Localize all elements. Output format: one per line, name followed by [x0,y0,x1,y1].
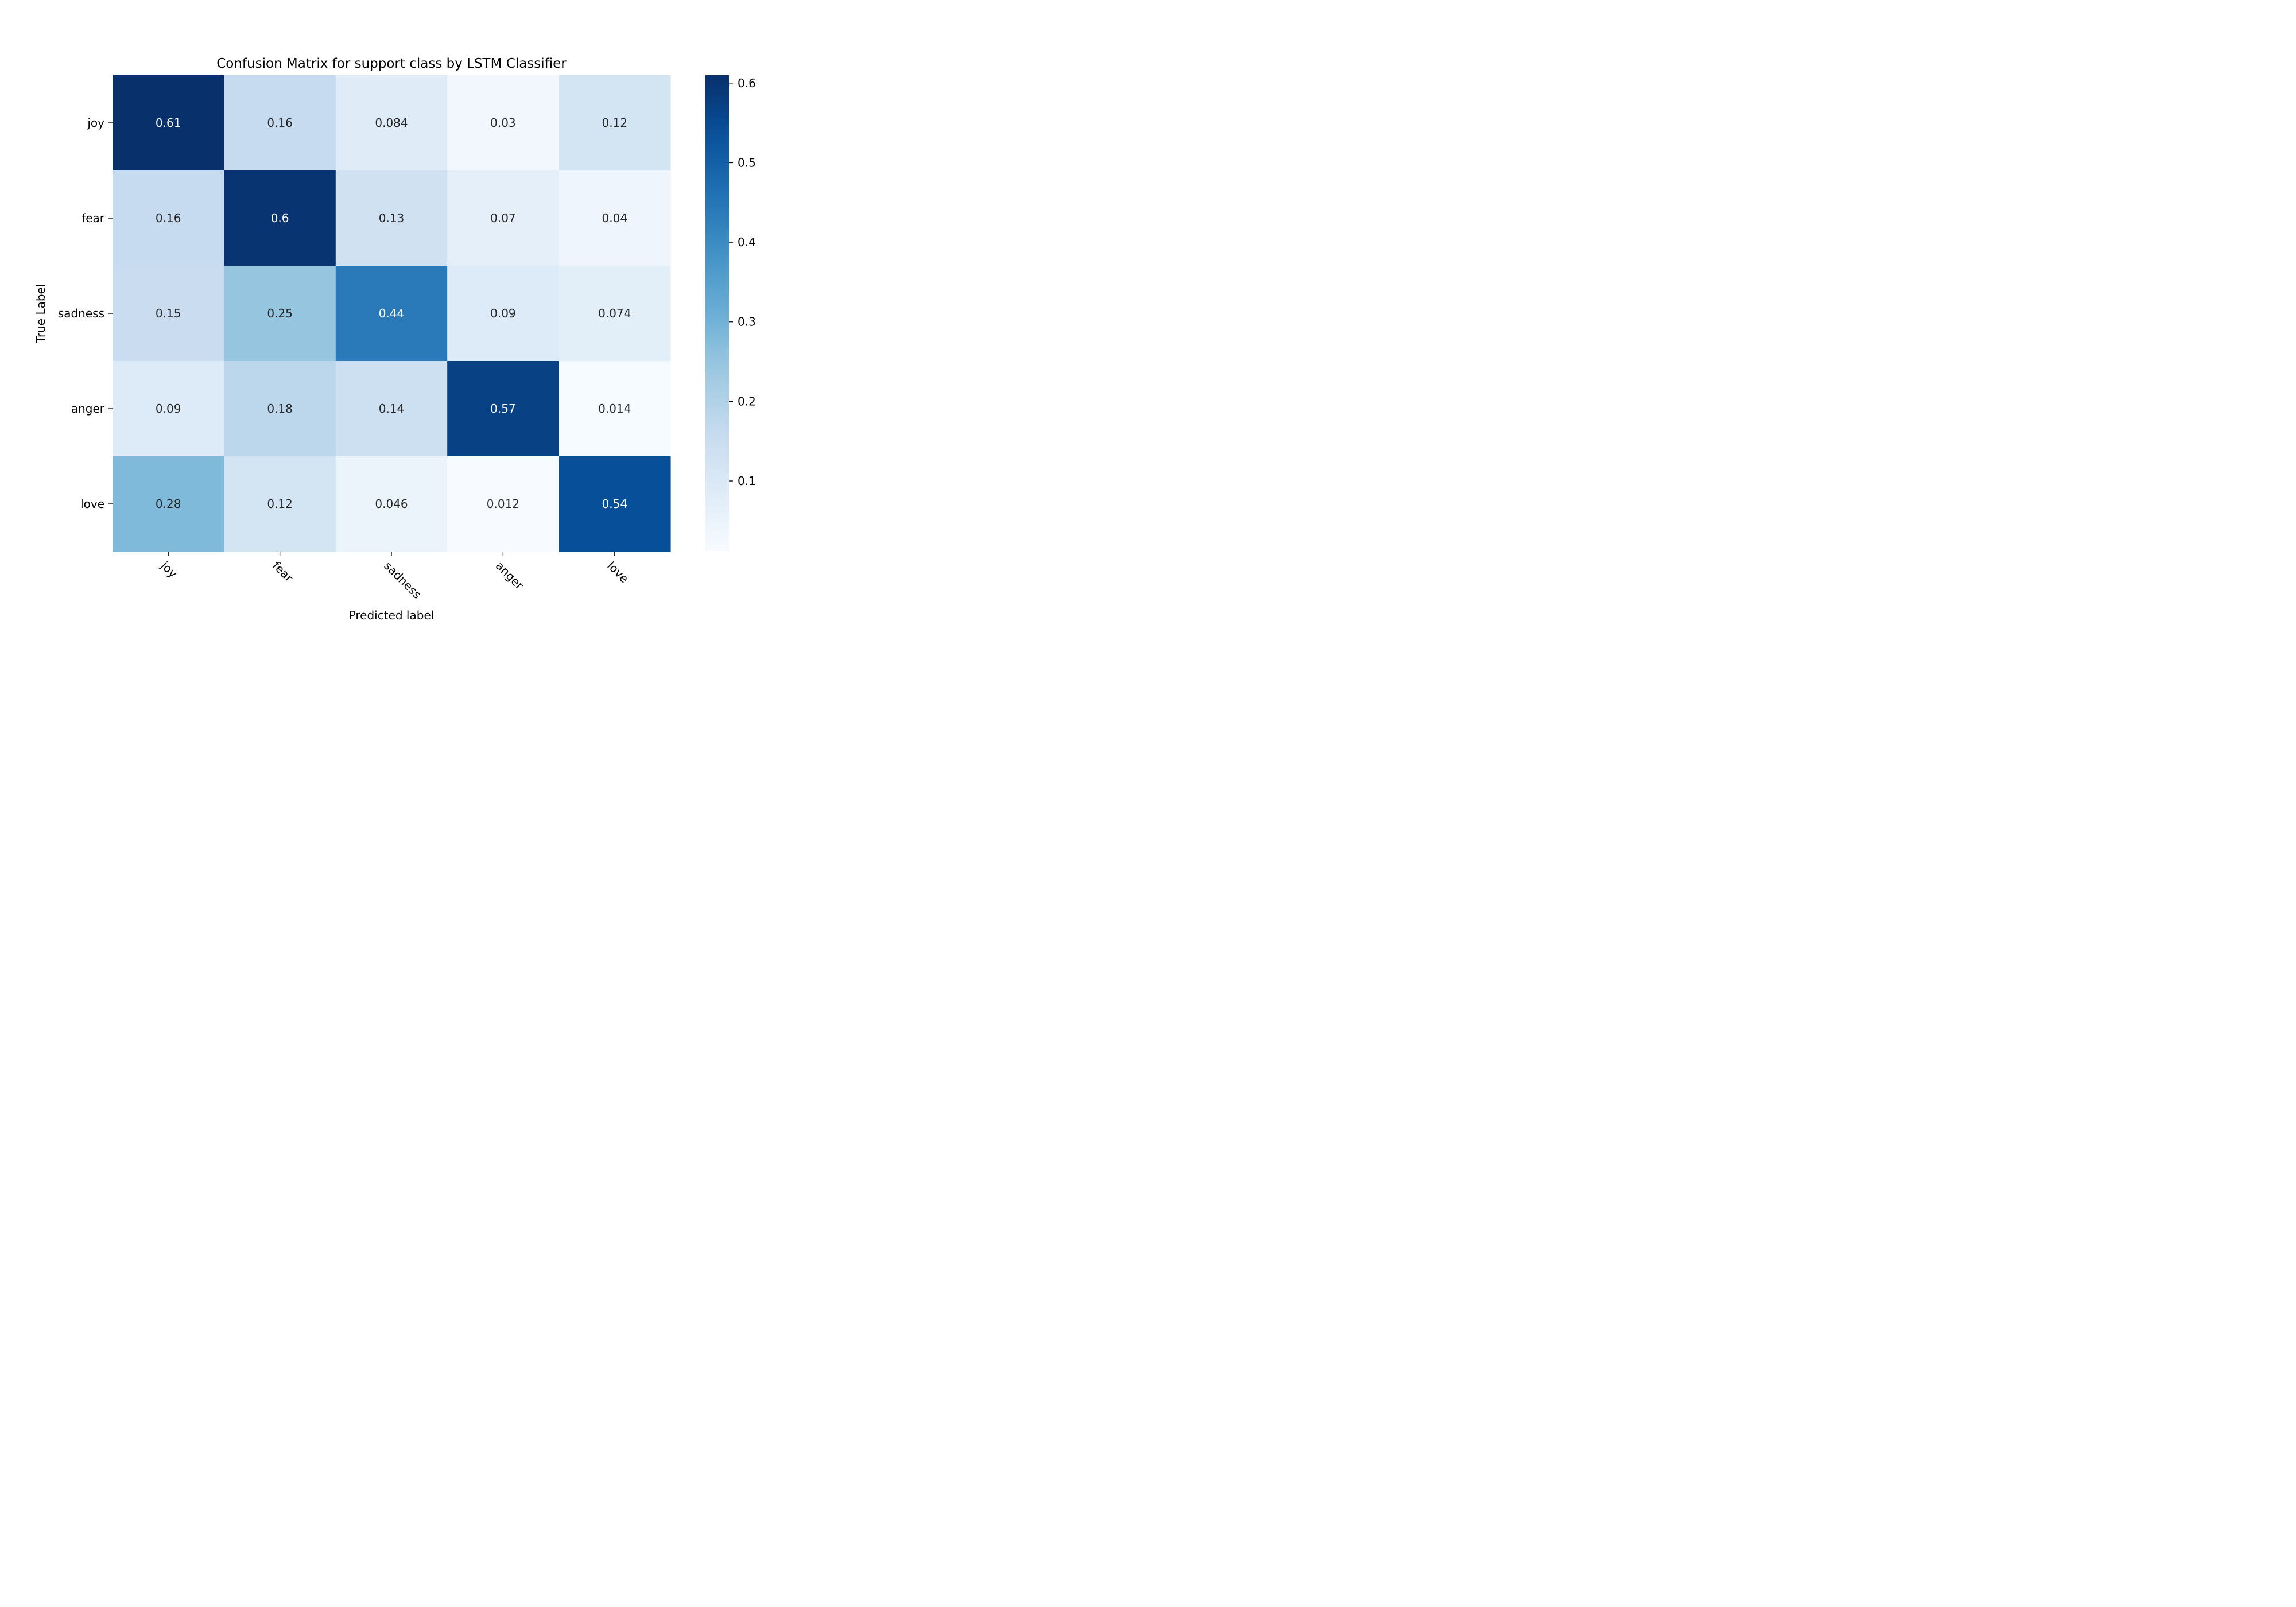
heatmap-cell-love-joy [113,456,224,552]
heatmap-cell-labels: 0.61 0.16 0.084 0.03 0.12 0.16 0.6 0.13 0.07 0.04… [156,116,631,511]
heatmap-cell-sadness-fear [224,266,336,362]
cell-value-label: 0.6 [271,211,289,225]
cell-value-label: 0.07 [490,211,516,225]
cell-value-label: 0.12 [602,116,628,130]
heatmap-cell-joy-fear [224,75,336,171]
heatmap-cell-joy-love [559,75,671,171]
heatmap-cell-fear-sadness [335,170,448,266]
x-tick-label-fear: fear [270,559,296,585]
x-axis-label: Predicted label [349,608,435,622]
x-axis-ticks: joy fear sadness anger love [158,552,631,601]
cell-value-label: 0.54 [602,497,628,511]
cell-value-label: 0.14 [379,402,405,416]
heatmap-cell-joy-anger [447,75,560,171]
heatmap-cell-sadness-love [559,266,671,362]
cell-value-label: 0.074 [598,306,631,320]
cell-value-label: 0.012 [487,497,519,511]
cell-value-label: 0.09 [156,402,181,416]
heatmap-cell-love-fear [224,456,336,552]
y-tick-label-love: love [80,497,104,511]
heatmap-cell-anger-love [559,361,671,457]
cell-value-label: 0.44 [379,306,405,320]
y-tick-label-sadness: sadness [58,306,104,320]
colorbar-tick-label: 0.4 [738,235,756,249]
heatmap-cell-anger-anger [447,361,560,457]
colorbar-tick-label: 0.3 [738,315,756,329]
cell-value-label: 0.16 [267,116,293,130]
cell-value-label: 0.084 [375,116,408,130]
colorbar: 0.1 0.2 0.3 0.4 0.5 0.6 [705,75,756,551]
x-tick-label-sadness: sadness [381,559,424,601]
heatmap-cell-anger-fear [224,361,336,457]
cell-value-label: 0.13 [379,211,405,225]
y-axis-ticks: joy fear sadness anger love [58,116,113,511]
heatmap-cell-love-anger [447,456,560,552]
y-axis-label: True Label [34,284,48,344]
x-tick-label-love: love [604,559,631,586]
heatmap-cells [113,75,671,552]
cell-value-label: 0.15 [156,306,181,320]
y-tick-label-joy: joy [87,116,104,130]
cell-value-label: 0.25 [267,306,293,320]
colorbar-tick-label: 0.5 [738,156,756,169]
colorbar-gradient [705,75,729,551]
cell-value-label: 0.18 [267,402,293,416]
cell-value-label: 0.046 [375,497,408,511]
heatmap-cell-fear-fear [224,170,336,266]
cell-value-label: 0.28 [156,497,181,511]
colorbar-tick-label: 0.6 [738,76,756,90]
x-tick-label-anger: anger [493,559,527,593]
cell-value-label: 0.03 [490,116,516,130]
y-tick-label-anger: anger [71,402,105,416]
chart-title: Confusion Matrix for support class by LS… [216,56,567,71]
colorbar-tick-label: 0.2 [738,394,756,408]
x-tick-label-joy: joy [158,558,180,581]
heatmap-cell-fear-joy [113,170,224,266]
cell-value-label: 0.014 [598,402,631,416]
heatmap-cell-joy-sadness [335,75,448,171]
heatmap-cell-fear-love [559,170,671,266]
heatmap-cell-joy-joy [113,75,224,171]
cell-value-label: 0.16 [156,211,181,225]
heatmap-cell-love-love [559,456,671,552]
heatmap-cell-love-sadness [335,456,448,552]
confusion-matrix-chart: Confusion Matrix for support class by LS… [34,56,756,622]
cell-value-label: 0.12 [267,497,293,511]
cell-value-label: 0.61 [156,116,181,130]
cell-value-label: 0.57 [490,402,516,416]
colorbar-tick-label: 0.1 [738,474,756,488]
y-tick-label-fear: fear [82,211,105,225]
cell-value-label: 0.09 [490,306,516,320]
heatmap-cell-anger-sadness [335,361,448,457]
heatmap-cell-sadness-anger [447,266,560,362]
heatmap-cell-fear-anger [447,170,560,266]
heatmap-cell-sadness-joy [113,266,224,362]
heatmap-cell-sadness-sadness [335,266,448,362]
heatmap-cell-anger-joy [113,361,224,457]
cell-value-label: 0.04 [602,211,628,225]
